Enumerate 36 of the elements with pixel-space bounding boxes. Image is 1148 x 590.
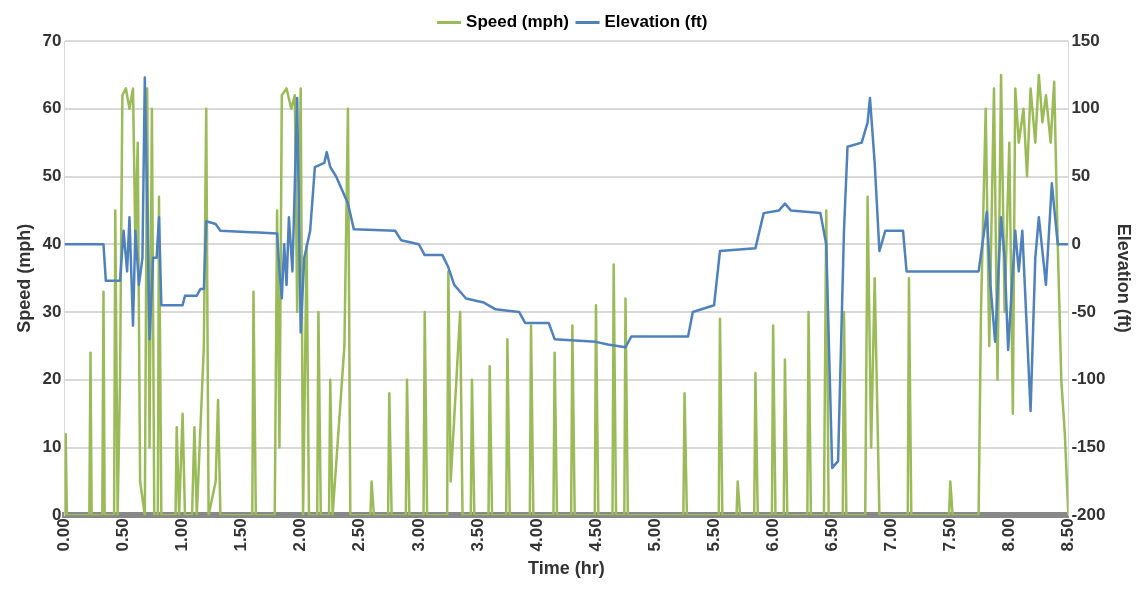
x-tick-label: 4.50 [585,518,605,552]
x-tick-label: 6.50 [821,518,841,552]
y2-tick-label: 150 [1071,30,1100,50]
x-tick-label: 2.50 [349,518,369,552]
x-tick-label: 5.00 [644,518,664,552]
y2-tick-label: -100 [1071,369,1106,389]
x-tick-label: 5.50 [703,518,723,552]
x-tick-label: 8.00 [999,518,1019,552]
x-tick-label: 0.50 [113,518,133,552]
x-tick-label: 4.00 [526,518,546,552]
y2-tick-label: -150 [1071,437,1106,457]
y2-tick-label: 100 [1071,98,1100,118]
y-tick-label: 70 [42,30,62,50]
x-tick-label: 8.50 [1058,518,1078,552]
y-tick-label: 60 [42,98,62,118]
x-tick-label: 1.50 [231,518,251,552]
x-tick-label: 1.00 [172,518,192,552]
y-axis-title: Speed (mph) [13,223,34,333]
y-tick-label: 30 [42,301,62,321]
x-tick-label: 2.00 [290,518,310,552]
x-tick-label: 3.00 [408,518,428,552]
y2-tick-label: 0 [1071,233,1081,253]
y2-tick-label: -50 [1071,301,1096,321]
x-axis-title: Time (hr) [528,558,605,579]
legend-label: Elevation (ft) [604,12,708,32]
x-tick-label: 7.00 [880,518,900,552]
y-tick-label: 40 [42,233,62,253]
y2-axis-title: Elevation (ft) [1114,223,1135,333]
x-tick-label: 7.50 [939,518,959,552]
y2-tick-label: 50 [1071,166,1091,186]
y-tick-label: 50 [42,166,62,186]
y-tick-label: 20 [42,369,62,389]
x-tick-label: 6.00 [762,518,782,552]
legend-label: Speed (mph) [466,12,570,32]
y-tick-label: 10 [42,437,62,457]
x-tick-label: 3.50 [467,518,487,552]
